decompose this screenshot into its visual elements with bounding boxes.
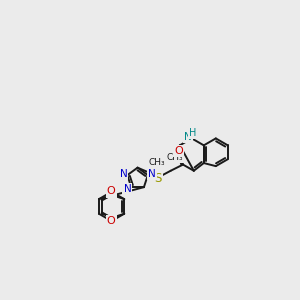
Text: S: S	[155, 172, 162, 185]
Text: CH₃: CH₃	[149, 158, 165, 166]
Text: N: N	[124, 184, 131, 194]
Text: O: O	[107, 186, 116, 197]
Text: CH₃: CH₃	[166, 153, 183, 162]
Text: O: O	[174, 146, 183, 156]
Text: N: N	[148, 169, 156, 178]
Text: N: N	[120, 169, 128, 178]
Text: H: H	[189, 128, 196, 138]
Text: O: O	[107, 216, 116, 226]
Text: N: N	[184, 132, 192, 142]
